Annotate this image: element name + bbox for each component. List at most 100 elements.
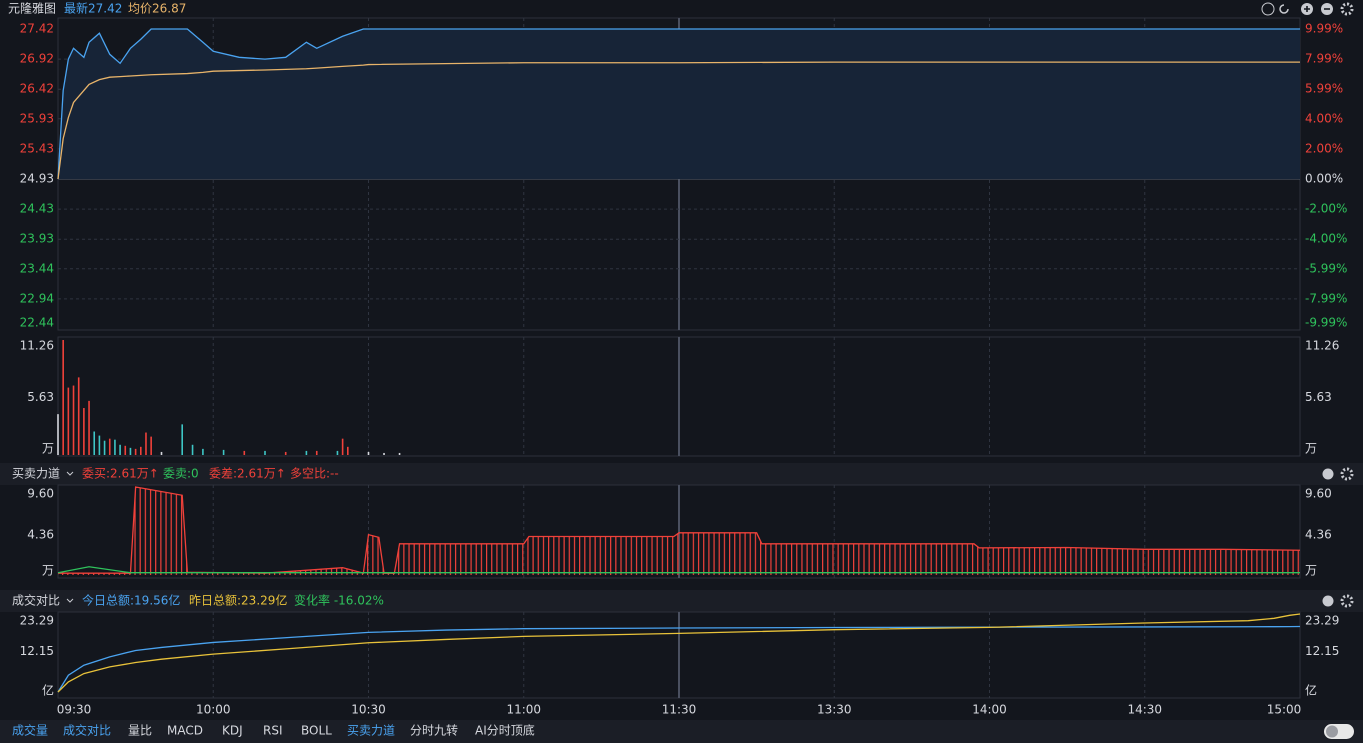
x-tick-label: 10:00 — [196, 703, 231, 717]
y2-tick-label: -4.00% — [1305, 232, 1347, 246]
y-tick-label: 12.15 — [20, 644, 54, 658]
y2-tick-label: -9.99% — [1305, 316, 1347, 330]
y-tick-label: 22.94 — [20, 291, 54, 305]
y-tick-label: 27.42 — [20, 22, 54, 36]
y-tick-label-right: 亿 — [1305, 683, 1317, 698]
tab[interactable]: MACD — [167, 724, 203, 738]
y-tick-label: 22.44 — [20, 316, 54, 330]
y-tick-label-right: 万 — [1305, 442, 1317, 456]
y-tick-label: 23.93 — [20, 232, 54, 246]
bar — [367, 451, 370, 455]
x-tick-label: 14:00 — [972, 703, 1007, 717]
y2-tick-label: 5.99% — [1305, 82, 1343, 96]
force-header-bar — [0, 463, 1363, 485]
tab[interactable]: 成交量 — [12, 723, 48, 738]
bar — [134, 448, 137, 455]
avg-price: 均价26.87 — [128, 2, 186, 16]
y-tick-label-right: 12.15 — [1305, 644, 1339, 658]
tab[interactable]: RSI — [263, 724, 283, 738]
panel-stat: 今日总额:19.56亿 — [82, 593, 180, 608]
tab[interactable]: AI分时顶底 — [475, 723, 535, 738]
y-tick-label: 23.44 — [20, 261, 54, 275]
bar — [114, 439, 116, 455]
y2-tick-label: -2.00% — [1305, 202, 1347, 216]
y2-tick-label: 9.99% — [1305, 22, 1343, 36]
y-tick-label: 25.43 — [20, 141, 54, 155]
y-tick-label: 万 — [42, 564, 54, 578]
bar — [62, 340, 64, 455]
panel-stat: 变化率 -16.02% — [294, 593, 384, 608]
bar — [315, 450, 318, 455]
x-tick-label: 15:00 — [1267, 703, 1302, 717]
bar — [108, 438, 111, 455]
bar — [103, 440, 106, 455]
y-tick-label: 4.36 — [27, 528, 54, 542]
bar — [305, 450, 308, 455]
bar — [264, 450, 266, 455]
y-tick-label: 5.63 — [27, 390, 54, 404]
y-tick-label: 24.43 — [20, 202, 54, 216]
y-tick-label-right: 23.29 — [1305, 614, 1339, 628]
bar — [150, 436, 152, 455]
tab-bar — [0, 720, 1363, 743]
bar — [160, 451, 163, 455]
compare-header-bar — [0, 590, 1363, 612]
y-tick-label-right: 5.63 — [1305, 390, 1332, 404]
bar — [347, 446, 349, 455]
panel-title: 买卖力道 — [12, 467, 60, 481]
series-line — [57, 613, 1301, 693]
bar — [341, 438, 344, 455]
y-tick-label: 万 — [42, 442, 54, 456]
icon-close[interactable] — [1322, 595, 1334, 607]
stock-name: 元隆雅图 — [8, 1, 56, 16]
bar — [77, 377, 80, 455]
series-line — [57, 625, 1301, 693]
y-tick-label-right: 万 — [1305, 564, 1317, 578]
toggle-knob — [1326, 725, 1338, 738]
y-tick-label: 25.93 — [20, 111, 54, 125]
y2-tick-label: -7.99% — [1305, 291, 1347, 305]
y2-tick-label: 2.00% — [1305, 141, 1343, 155]
bar — [129, 447, 132, 455]
bar — [191, 444, 194, 455]
bar — [398, 452, 401, 455]
tab[interactable]: 买卖力道 — [347, 724, 395, 738]
panel-stat: 委卖:0 — [163, 467, 199, 481]
x-tick-label: 11:00 — [506, 703, 541, 717]
tab[interactable]: KDJ — [222, 724, 243, 738]
icon-settings[interactable] — [1340, 2, 1354, 16]
icon-s[interactable] — [1261, 2, 1275, 16]
icon-settings[interactable] — [1340, 594, 1354, 608]
bar — [181, 424, 183, 455]
icon-undo[interactable] — [1279, 4, 1289, 14]
panel-stat: 委差:2.61万↑ — [209, 467, 286, 481]
y-tick-label: 26.42 — [20, 82, 54, 96]
tab[interactable]: 成交对比 — [63, 723, 111, 738]
x-tick-label: 09:30 — [57, 703, 92, 717]
bar — [98, 435, 101, 455]
bar — [67, 387, 70, 455]
x-tick-label: 14:30 — [1127, 703, 1162, 717]
x-tick-label: 13:30 — [817, 703, 852, 717]
x-tick-label: 11:30 — [662, 703, 697, 717]
y-tick-label-right: 9.60 — [1305, 487, 1332, 501]
tab[interactable]: 量比 — [128, 724, 152, 738]
series-area — [58, 29, 1300, 179]
bar — [83, 408, 85, 455]
x-tick-label: 10:30 — [351, 703, 386, 717]
panel-stat: 昨日总额:23.29亿 — [189, 593, 287, 608]
tab[interactable]: 分时九转 — [410, 723, 458, 738]
y-tick-label: 11.26 — [20, 339, 54, 353]
bar — [202, 448, 204, 455]
tab[interactable]: BOLL — [301, 724, 332, 738]
icon-settings[interactable] — [1340, 467, 1354, 481]
bar — [88, 400, 90, 455]
series-line — [57, 61, 1300, 180]
bar — [284, 451, 287, 455]
bar — [222, 449, 225, 455]
y2-tick-label: -5.99% — [1305, 261, 1347, 275]
bar — [140, 446, 142, 455]
icon-close[interactable] — [1322, 468, 1334, 480]
bar — [336, 450, 339, 455]
